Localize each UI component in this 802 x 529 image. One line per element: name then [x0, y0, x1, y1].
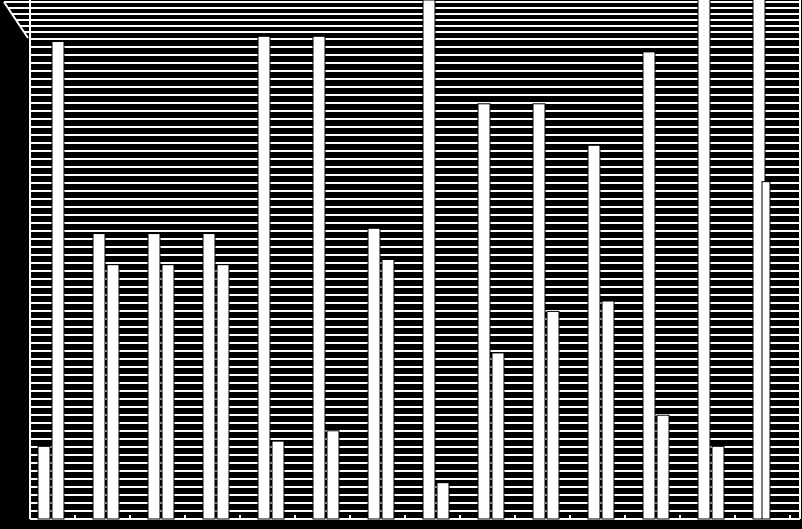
bar	[547, 311, 559, 519]
bar-chart	[0, 0, 802, 529]
bar	[258, 36, 270, 519]
bar	[327, 431, 339, 519]
bar	[643, 52, 655, 519]
bar	[602, 301, 614, 519]
bar	[423, 0, 435, 519]
bar	[93, 234, 105, 519]
bar	[657, 415, 669, 519]
bar	[533, 104, 545, 519]
bar	[382, 260, 394, 520]
bar	[712, 446, 724, 519]
bar	[762, 182, 770, 519]
bar	[162, 265, 174, 519]
bar	[203, 234, 215, 519]
bar	[437, 483, 449, 519]
bar	[313, 36, 325, 519]
bar	[588, 145, 600, 519]
bar	[217, 265, 229, 519]
bar	[52, 42, 64, 519]
bar	[107, 265, 119, 519]
bar	[38, 446, 50, 519]
bar	[272, 441, 284, 519]
bar	[492, 353, 504, 519]
bar	[478, 104, 490, 519]
chart-svg	[0, 0, 802, 529]
bar	[148, 234, 160, 519]
bar	[368, 228, 380, 519]
bar	[698, 0, 710, 519]
